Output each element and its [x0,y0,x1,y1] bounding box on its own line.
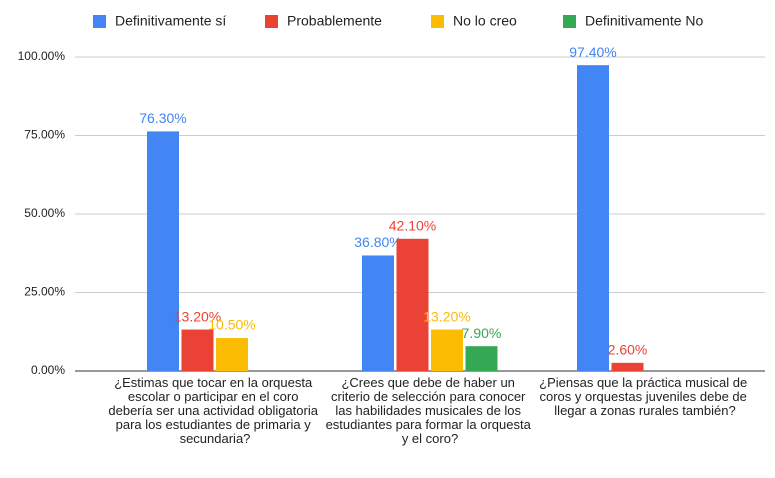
bar [216,338,248,371]
bar [181,329,214,371]
y-tick-label: 50.00% [24,206,65,220]
label-line: para los estudiantes de primaria y [116,417,315,432]
bar [362,255,394,371]
label-line: las habilidades musicales de los [335,403,524,418]
label-line: y el coro? [402,431,458,446]
bar [147,131,179,371]
y-tick-label: 25.00% [24,285,65,299]
label-line: ¿Crees que debe de haber un [341,375,518,390]
label-line: llegar a zonas rurales también? [554,403,735,418]
legend-swatch [431,15,444,28]
legend-label: Probablemente [287,13,382,29]
value-label: 10.50% [208,317,255,333]
y-tick-label: 75.00% [24,128,65,142]
label-line: criterio de selección para conocer [331,389,529,404]
label-line: secundaria? [180,431,251,446]
legend-swatch [93,15,106,28]
value-label: 7.90% [462,325,502,341]
bar [611,362,644,371]
value-label: 2.60% [608,342,648,358]
label-line: debería ser una actividad obligatoria [108,403,321,418]
bar [465,346,498,371]
label-line: ¿Piensas que la práctica musical de [539,375,751,390]
label-line: estudiantes para formar la orquesta [326,417,535,432]
x-tick-label: ¿Crees que debe de haber un criterio de … [326,375,535,446]
value-label: 76.30% [139,110,186,126]
value-label: 97.40% [569,44,616,60]
value-label: 42.10% [389,218,436,234]
x-tick-label: ¿Piensas que la práctica musical de coro… [539,375,751,418]
value-label: 13.20% [423,308,470,324]
y-tick-label: 100.00% [18,49,66,63]
value-label: 36.80% [354,234,401,250]
value-label: 13.20% [174,308,221,324]
label-line: escolar o participar en el coro [128,389,302,404]
legend-swatch [563,15,576,28]
y-tick-label: 0.00% [31,363,65,377]
bar [396,238,429,371]
label-line: coros y orquestas juveniles debe de [539,389,750,404]
bar [431,329,463,371]
label-line: ¿Estimas que tocar en la orquesta [114,375,316,390]
legend-label: Definitivamente sí [115,13,226,29]
bar [577,65,609,371]
legend-label: No lo creo [453,13,517,29]
legend-label: Definitivamente No [585,13,703,29]
x-tick-label: ¿Estimas que tocar en la orquesta escola… [108,375,321,446]
legend-swatch [265,15,278,28]
